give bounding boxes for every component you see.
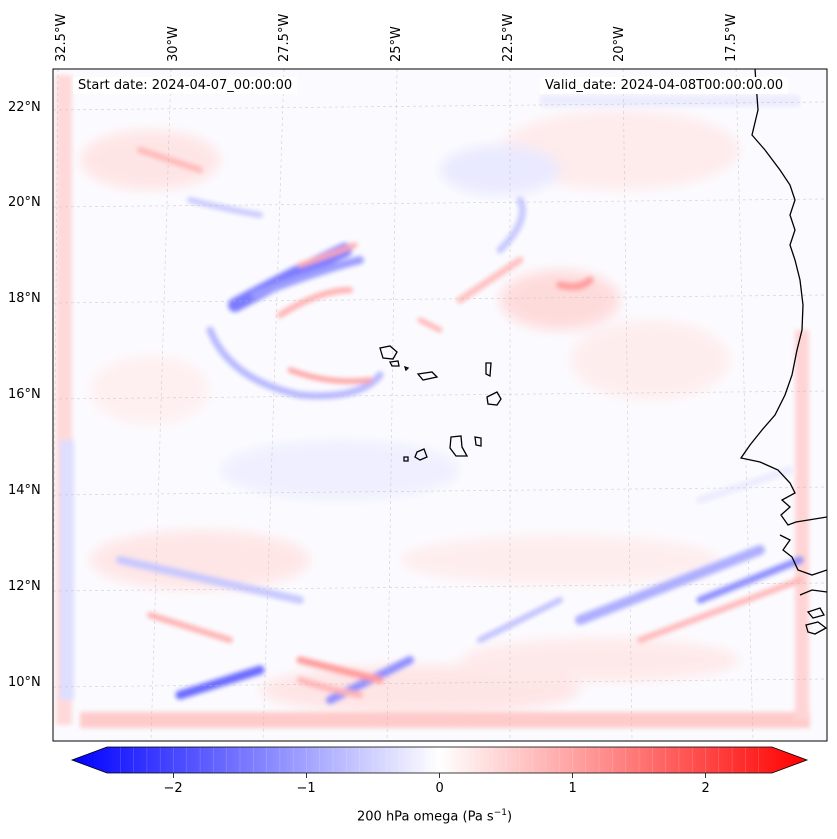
latitude-label: 12°N — [8, 579, 41, 594]
valid-date-label: Valid_date: 2024-04-08T00:00:00.00 — [540, 77, 789, 94]
longitude-label: 27.5°W — [277, 13, 292, 62]
colorbar-tick-label: 0 — [435, 781, 444, 796]
coastline — [379, 69, 827, 635]
start-date-label: Start date: 2024-04-07_00:00:00 — [73, 77, 298, 94]
colorbar-label: 200 hPa omega (Pa s−1) — [357, 808, 512, 824]
colorbar-tick-label: 1 — [568, 781, 577, 796]
colorbar-label-exponent: −1 — [493, 808, 507, 818]
longitude-label: 32.5°W — [54, 13, 69, 62]
latitude-label: 10°N — [8, 675, 41, 690]
colorbar-tick-label: 2 — [701, 781, 710, 796]
graticule — [53, 69, 827, 741]
colorbar-label-close: ) — [506, 809, 513, 825]
longitude-label: 25°W — [389, 26, 404, 62]
latitude-label: 22°N — [8, 100, 41, 115]
colorbar — [70, 746, 809, 778]
longitude-label: 22.5°W — [501, 13, 516, 62]
latitude-label: 18°N — [8, 291, 41, 306]
colorbar-tick-label: −1 — [296, 781, 316, 796]
latitude-label: 20°N — [8, 195, 41, 210]
colorbar-tick-label: −2 — [163, 781, 183, 796]
colorbar-label-text: 200 hPa omega (Pa s — [357, 809, 494, 825]
latitude-label: 16°N — [8, 387, 41, 402]
longitude-label: 20°W — [612, 26, 627, 62]
longitude-label: 30°W — [166, 26, 181, 62]
longitude-label: 17.5°W — [724, 13, 739, 62]
omega-field — [53, 69, 827, 741]
latitude-label: 14°N — [8, 483, 41, 498]
